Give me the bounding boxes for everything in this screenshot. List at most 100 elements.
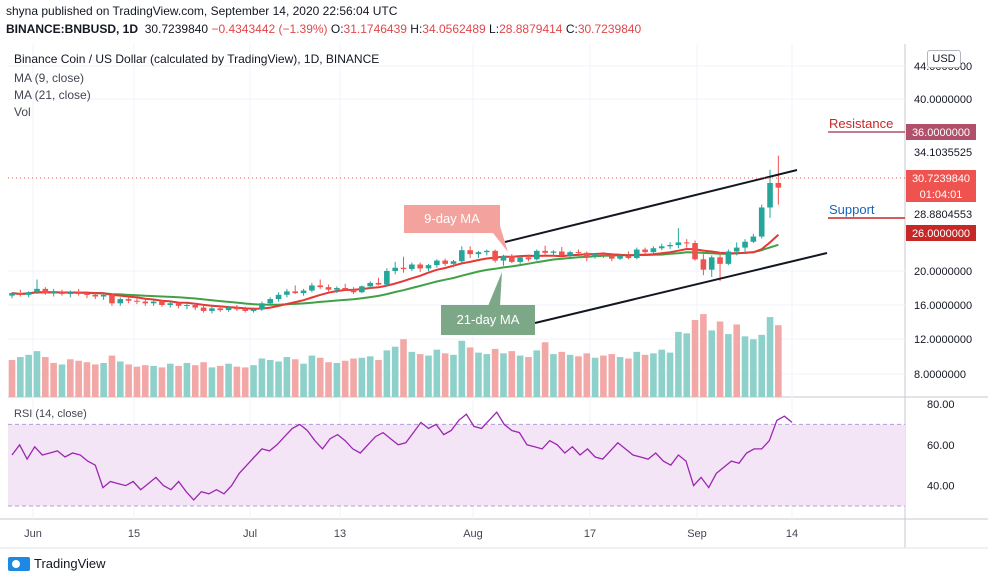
brand-name: TradingView xyxy=(34,556,106,571)
candle-body xyxy=(733,247,740,252)
candle-body xyxy=(425,265,432,269)
volume-bar xyxy=(325,362,332,397)
candle-body xyxy=(267,299,274,304)
volume-bar xyxy=(458,340,466,397)
price-axis-tick: 40.0000000 xyxy=(914,94,972,106)
candle-body xyxy=(134,300,140,302)
support-price-badge: 26.0000000 xyxy=(912,228,970,240)
volume-bar xyxy=(250,365,257,397)
candle-body xyxy=(575,252,582,254)
candle-body xyxy=(34,288,40,293)
volume-bar xyxy=(225,363,232,397)
volume-bar xyxy=(241,367,249,397)
price-axis-tick: 12.0000000 xyxy=(914,334,972,346)
volume-bar xyxy=(200,362,207,397)
candle-body xyxy=(558,251,565,256)
candle-body xyxy=(209,308,215,311)
candle-body xyxy=(467,250,473,255)
volume-bar xyxy=(8,360,16,397)
candle-body xyxy=(292,291,299,294)
volume-bar xyxy=(408,351,416,397)
candle-body xyxy=(533,250,540,260)
high-label: H: xyxy=(410,22,423,36)
volume-bar xyxy=(500,353,507,397)
rsi-band xyxy=(8,424,905,506)
volume-bar xyxy=(575,356,582,397)
last-price-badge-bg xyxy=(906,170,976,202)
candle-body xyxy=(750,236,757,242)
candle-body xyxy=(675,242,682,245)
legend-ma9[interactable]: MA (9, close) xyxy=(14,71,85,85)
candle-body xyxy=(234,307,240,310)
volume-bar xyxy=(658,349,666,397)
candle-body xyxy=(617,256,623,259)
candle-body xyxy=(117,299,124,304)
candle-body xyxy=(167,303,174,305)
volume-bar xyxy=(433,349,441,397)
volume-bar xyxy=(158,367,166,397)
volume-bar xyxy=(17,357,24,397)
support-price-badge-bg xyxy=(906,225,976,241)
candle-body xyxy=(175,303,182,306)
volume-bar xyxy=(550,354,557,397)
candle-body xyxy=(300,290,307,294)
time-axis-tick: Jun xyxy=(24,528,42,540)
volume-bar xyxy=(358,357,366,397)
price-axis-tick: 20.0000000 xyxy=(914,266,972,278)
candle-body xyxy=(742,241,748,248)
candle-body xyxy=(100,294,107,297)
candle-body xyxy=(509,256,515,262)
candle-body xyxy=(59,291,65,294)
ma9-callout-box xyxy=(404,205,500,233)
close-label: C: xyxy=(565,22,578,36)
time-axis-tick: Aug xyxy=(463,528,483,540)
volume-bar xyxy=(333,362,341,397)
symbol: BINANCE:BNBUSD, 1D xyxy=(6,22,139,36)
volume-bar xyxy=(258,358,266,397)
currency-button[interactable]: USD xyxy=(927,50,961,68)
candle-body xyxy=(92,294,99,297)
price-axis-tick: 8.0000000 xyxy=(914,369,966,381)
volume-bar xyxy=(775,325,782,397)
candle-body xyxy=(225,307,232,311)
volume-bar xyxy=(141,365,149,397)
volume-bar xyxy=(50,362,57,397)
rsi-axis-tick: 60.00 xyxy=(927,440,955,452)
volume-bar xyxy=(541,342,549,397)
candle-body xyxy=(9,293,15,296)
volume-bar xyxy=(475,352,482,397)
candle-body xyxy=(708,257,715,270)
legend-ma21[interactable]: MA (21, close) xyxy=(14,88,91,102)
candle-body xyxy=(658,246,665,249)
candle-body xyxy=(275,294,282,300)
volume-bar xyxy=(275,361,282,397)
volume-bar xyxy=(67,359,74,397)
volume-bar xyxy=(166,363,174,397)
candle-body xyxy=(42,288,49,294)
rsi-legend[interactable]: RSI (14, close) xyxy=(14,408,87,420)
volume-bar xyxy=(725,334,732,397)
volume-bar xyxy=(450,354,457,397)
volume-bar xyxy=(83,362,91,397)
volume-bar xyxy=(441,353,449,397)
legend-title: Binance Coin / US Dollar (calculated by … xyxy=(14,52,380,66)
open-label: O: xyxy=(330,22,344,36)
volume-bar xyxy=(75,360,82,397)
high-value: 34.0562489 xyxy=(422,22,486,36)
tradingview-logo[interactable]: TradingView xyxy=(8,556,106,571)
channel-upper-line xyxy=(504,169,798,243)
candle-body xyxy=(517,257,523,262)
rsi-axis-tick: 80.00 xyxy=(927,399,955,411)
candle-body xyxy=(767,182,773,208)
candle-body xyxy=(259,303,265,310)
volume-bar xyxy=(625,358,632,397)
low-price-label: 28.8804553 xyxy=(914,209,972,221)
legend-volume[interactable]: Vol xyxy=(14,105,31,119)
volume-bar xyxy=(633,351,641,397)
candle-body xyxy=(409,264,415,270)
volume-bar xyxy=(641,354,649,397)
time-axis-tick: 15 xyxy=(128,528,140,540)
candle-body xyxy=(334,288,340,290)
price-axis-tick: 16.0000000 xyxy=(914,300,972,312)
